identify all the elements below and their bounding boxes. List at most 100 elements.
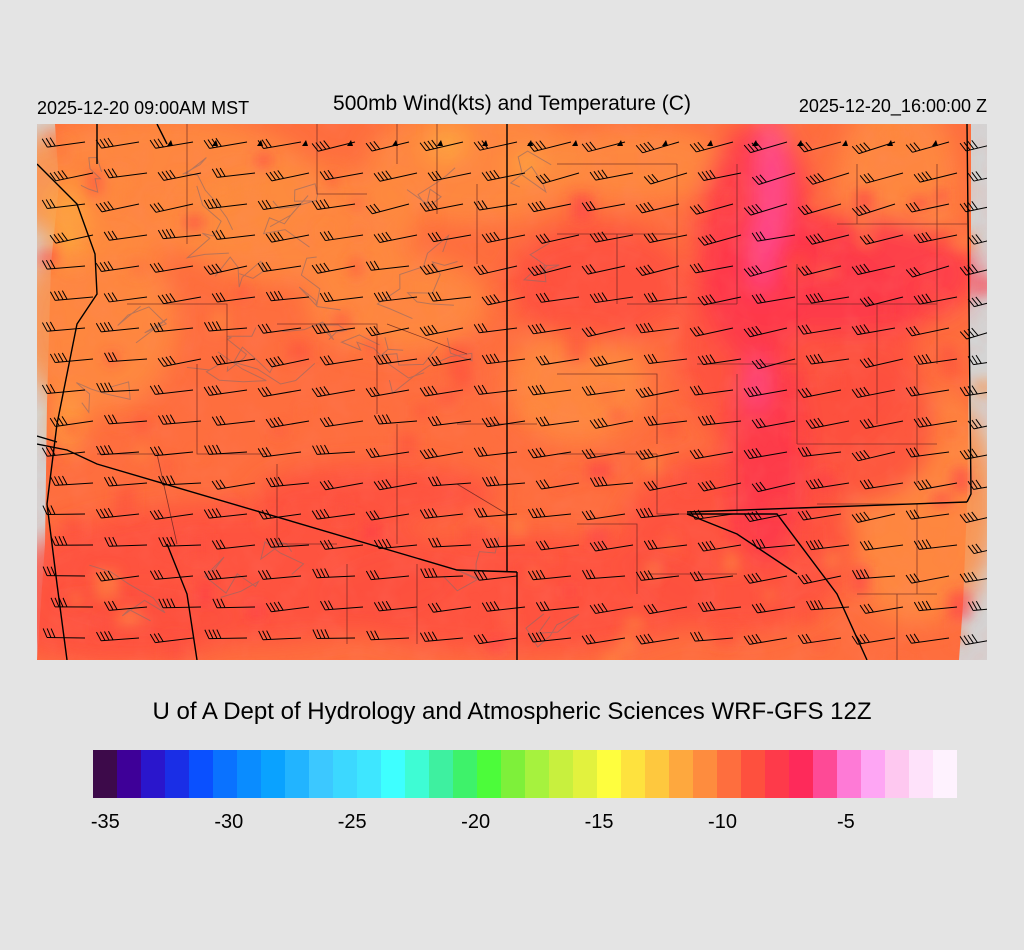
wind-pennant — [707, 140, 713, 146]
colorbar-swatch — [525, 750, 549, 798]
field-cell — [663, 535, 678, 554]
terrain-contour — [388, 337, 473, 394]
wind-barb — [49, 232, 94, 244]
colorbar-ticks: -35 -30 -25 -20 -15 -10 -5 — [91, 811, 933, 835]
wind-barb — [419, 200, 464, 212]
wind-barb — [635, 201, 680, 214]
terrain-contour — [380, 337, 439, 366]
colorbar-swatch — [741, 750, 765, 798]
wind-barb — [689, 263, 734, 274]
wind-barb — [743, 265, 788, 277]
wind-barb — [967, 543, 987, 555]
wind-barb — [257, 199, 302, 210]
field-cell — [349, 258, 363, 277]
wind-barb — [319, 169, 364, 181]
wind-barb — [535, 355, 580, 366]
field-cell — [852, 216, 872, 229]
wind-barb — [689, 509, 734, 520]
wind-barb — [689, 326, 734, 337]
wind-barb — [967, 479, 987, 490]
wind-barb — [157, 414, 202, 425]
wind-barb — [743, 633, 788, 645]
wind-barb — [581, 201, 626, 212]
wind-barb — [797, 573, 842, 585]
state-line — [966, 124, 972, 503]
state-line — [37, 435, 58, 443]
wind-barb — [859, 479, 904, 490]
wind-barb — [589, 476, 634, 487]
wind-barb — [797, 387, 842, 399]
terrain-contour — [185, 185, 229, 259]
colorbar-swatch — [117, 750, 141, 798]
wind-barb — [581, 448, 626, 459]
wind-barb — [697, 169, 742, 181]
colorbar-swatch — [93, 750, 117, 798]
wind-pennant — [167, 140, 173, 146]
wind-barb — [427, 602, 472, 613]
field-cell — [948, 591, 972, 620]
wind-barb — [257, 569, 302, 580]
wind-pennant — [527, 140, 533, 146]
wind-barb — [697, 480, 742, 492]
field-cell — [714, 626, 735, 647]
wind-barb — [535, 540, 580, 551]
field-cell — [587, 461, 612, 480]
wind-barb — [257, 386, 302, 398]
wind-barb — [203, 198, 248, 209]
wind-barb — [420, 567, 464, 578]
wind-barb — [265, 290, 310, 302]
wind-barb — [643, 292, 688, 303]
wind-barb — [913, 416, 958, 428]
colorbar-swatch — [789, 750, 813, 798]
field-cell — [211, 311, 229, 332]
wind-barb — [312, 629, 356, 639]
wind-barb — [265, 416, 310, 428]
wind-barb — [419, 448, 464, 460]
field-cell — [721, 193, 732, 206]
wind-barb — [959, 634, 987, 646]
field-cell — [503, 613, 516, 625]
wind-barb — [527, 447, 572, 459]
wind-barb — [535, 601, 580, 612]
state-line — [46, 423, 68, 660]
wind-barb — [805, 539, 850, 551]
terrain-contour — [340, 334, 425, 379]
field-cell — [887, 129, 901, 139]
wind-barb — [319, 539, 364, 550]
colorbar-swatch — [909, 750, 933, 798]
wind-barb — [373, 291, 418, 302]
wind-barb — [473, 446, 518, 457]
terrain-contour — [298, 256, 341, 311]
field-cell — [681, 463, 706, 491]
colorbar-swatch — [549, 750, 573, 798]
wind-barb — [643, 172, 688, 185]
wind-barb — [751, 418, 796, 429]
temperature-colorbar — [93, 750, 957, 798]
wind-pennant — [572, 140, 578, 146]
wind-barb — [743, 141, 788, 154]
field-cell — [319, 227, 331, 235]
field-cell — [565, 333, 588, 362]
wind-barb — [257, 447, 302, 458]
wind-barb — [50, 475, 94, 486]
wind-pennant — [212, 140, 218, 146]
wind-pennant — [752, 140, 758, 146]
wind-barb — [419, 139, 464, 152]
field-cell — [164, 635, 187, 660]
field-cell — [41, 343, 51, 350]
wind-barb — [373, 414, 418, 425]
field-cell — [792, 425, 809, 443]
field-cell — [414, 405, 431, 418]
wind-barb — [535, 233, 580, 244]
wind-barb — [859, 603, 904, 614]
wind-barb — [41, 321, 86, 332]
county-line — [127, 303, 228, 364]
wind-barb — [635, 448, 680, 460]
field-cell — [287, 342, 310, 363]
wind-barb — [50, 536, 94, 546]
wind-barb — [589, 540, 634, 552]
wind-barb — [959, 264, 987, 276]
colorbar-tick-label: -25 — [337, 811, 367, 833]
field-cell — [462, 525, 486, 546]
wind-barb — [805, 233, 850, 245]
